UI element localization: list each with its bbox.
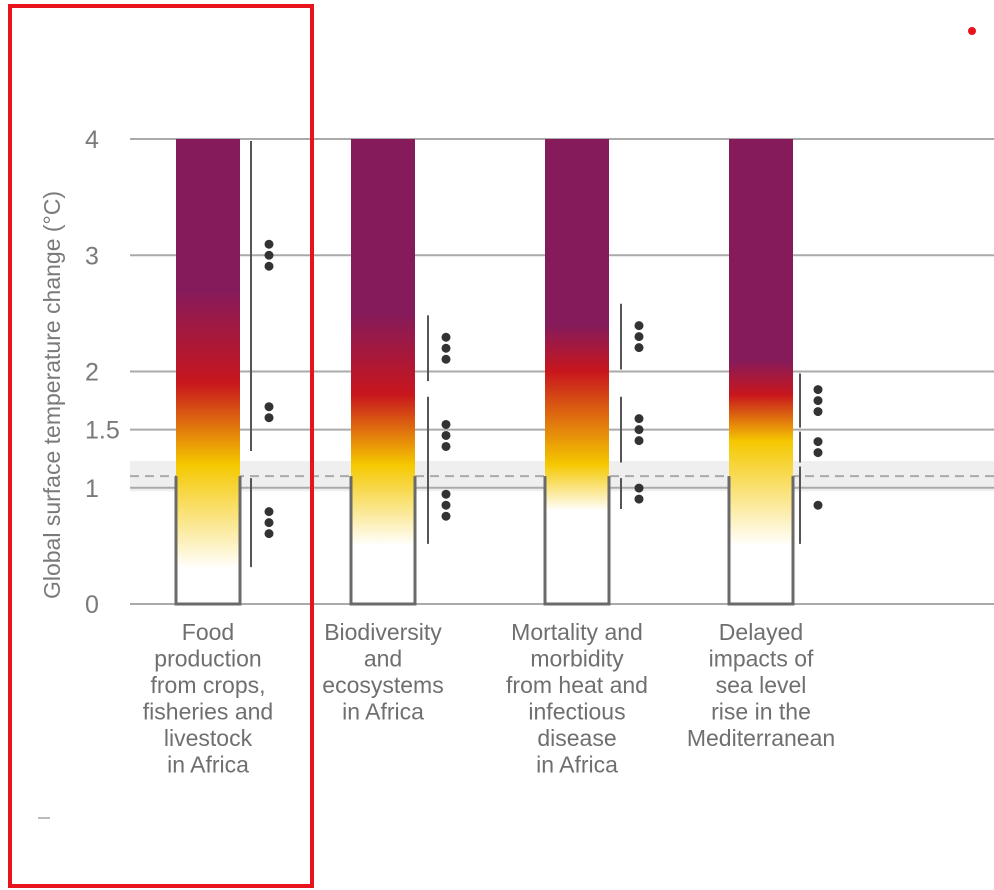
confidence-dot: [264, 239, 274, 249]
confidence-dot: [634, 425, 644, 435]
confidence-dot: [264, 518, 274, 528]
confidence-dot: [634, 343, 644, 353]
confidence-dot: [441, 343, 451, 353]
highlight-dot: [968, 27, 976, 35]
confidence-dot: [441, 441, 451, 451]
y-axis-title: Global surface temperature change (°C): [39, 191, 65, 599]
confidence-dot: [813, 448, 823, 458]
confidence-dot: [634, 436, 644, 446]
confidence-dot: [441, 354, 451, 364]
confidence-dot: [441, 489, 451, 499]
confidence-dot: [441, 500, 451, 510]
confidence-dot: [264, 402, 274, 412]
category-label: Food production from crops, fisheries and li…: [143, 619, 273, 778]
y-tick-label: 4: [85, 126, 99, 154]
bar-baseline-outline: [727, 476, 795, 606]
category-labels: Food production from crops, fisheries and li…: [143, 619, 835, 778]
risk-bar: [351, 139, 415, 604]
confidence-dot: [264, 250, 274, 260]
confidence-dot: [813, 437, 823, 447]
risk-bar: [545, 139, 609, 604]
confidence-dot: [634, 494, 644, 504]
confidence-dot: [441, 430, 451, 440]
bar-baseline-outline: [174, 476, 242, 606]
risk-bar: [176, 139, 240, 604]
y-tick-label: 3: [85, 242, 99, 270]
confidence-dot: [634, 414, 644, 424]
confidence-dot: [813, 500, 823, 510]
bar-baseline-outline: [543, 476, 611, 606]
bar-baseline-outline: [349, 476, 417, 606]
highlight-annotation: [8, 4, 976, 888]
category-label: Biodiversity and ecosystems in Africa: [322, 619, 443, 725]
risk-bar: [729, 139, 793, 604]
bars: [174, 139, 795, 606]
highlight-box: [8, 4, 314, 888]
confidence-dot: [441, 332, 451, 342]
confidence-dot: [264, 529, 274, 539]
y-tick-label: 1: [85, 475, 99, 503]
y-tick-label: 2: [85, 359, 99, 387]
confidence-dot: [813, 396, 823, 406]
confidence-brackets: [250, 141, 823, 568]
confidence-dot: [264, 507, 274, 517]
category-label: Mortality and morbidity from heat and infec…: [506, 619, 648, 778]
confidence-dot: [264, 261, 274, 271]
confidence-dot: [441, 511, 451, 521]
y-tick-label: 1.5: [85, 417, 120, 445]
y-axis-ticks: 0 1 1.5 2 3 4: [85, 126, 120, 619]
confidence-dot: [441, 419, 451, 429]
category-label: Delayed impacts of sea level rise in the Med…: [687, 619, 835, 751]
confidence-dot: [264, 413, 274, 423]
y-tick-label: 0: [85, 591, 99, 619]
confidence-dot: [634, 321, 644, 331]
confidence-dot: [634, 332, 644, 342]
confidence-dot: [634, 483, 644, 493]
confidence-dot: [813, 385, 823, 395]
confidence-dot: [813, 407, 823, 417]
